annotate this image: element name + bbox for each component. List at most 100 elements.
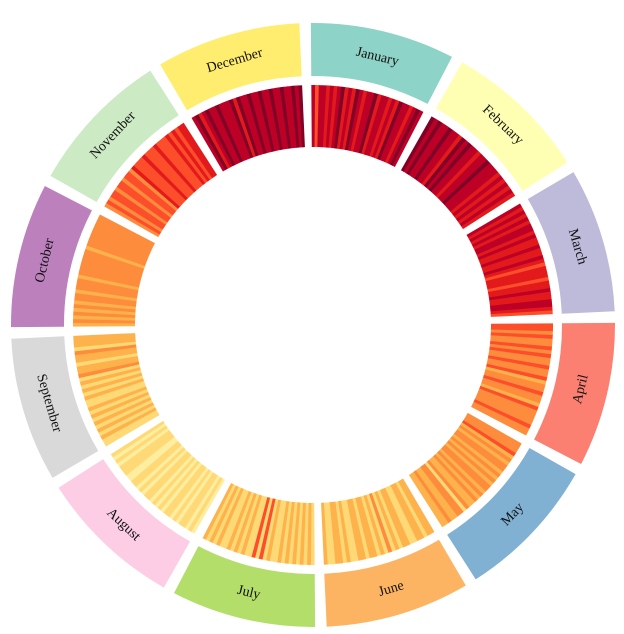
day-cell-december-20 bbox=[257, 90, 276, 152]
day-cell-june-8 bbox=[382, 487, 411, 547]
day-cell-april-20 bbox=[482, 377, 543, 401]
day-cell-october-24 bbox=[87, 237, 148, 264]
day-cell-june-28 bbox=[326, 502, 336, 565]
day-cell-april-10 bbox=[488, 349, 551, 363]
day-cell-february-3 bbox=[406, 120, 443, 176]
day-cell-november-26 bbox=[167, 131, 208, 184]
day-cell-may-30 bbox=[410, 471, 449, 526]
day-cell-april-16 bbox=[485, 366, 547, 386]
day-cell-january-13 bbox=[345, 88, 361, 151]
day-cell-may-1 bbox=[466, 412, 522, 448]
day-cell-march-18 bbox=[484, 262, 546, 282]
daily-heat-ring bbox=[73, 85, 553, 565]
day-cell-march-16 bbox=[483, 255, 544, 277]
day-cell-july-17 bbox=[250, 496, 271, 558]
day-cell-september-25 bbox=[74, 346, 137, 360]
day-cell-december-28 bbox=[287, 85, 298, 149]
day-cell-august-24 bbox=[125, 436, 177, 479]
day-cell-november-25 bbox=[164, 133, 206, 186]
day-cell-january-29 bbox=[387, 106, 418, 165]
day-cell-january-21 bbox=[366, 96, 390, 157]
day-cell-august-14 bbox=[151, 456, 196, 506]
day-cell-april-15 bbox=[485, 363, 548, 382]
day-cell-july-10 bbox=[276, 500, 290, 563]
day-cell-july-7 bbox=[287, 502, 298, 565]
month-label-july: July bbox=[236, 583, 262, 603]
day-cell-august-1 bbox=[190, 478, 226, 534]
day-cell-august-11 bbox=[159, 462, 203, 513]
day-cell-december-12 bbox=[228, 98, 254, 159]
day-cell-october-6 bbox=[73, 303, 136, 313]
day-cell-september-11 bbox=[87, 386, 147, 412]
month-segment-july bbox=[174, 546, 316, 627]
day-cell-october-20 bbox=[83, 252, 144, 275]
day-cell-february-15 bbox=[435, 150, 482, 199]
day-cell-november-27 bbox=[170, 128, 211, 182]
day-cell-february-9 bbox=[421, 134, 464, 187]
day-cell-june-18 bbox=[354, 497, 374, 559]
day-cell-may-24 bbox=[424, 461, 467, 513]
day-cell-march-25 bbox=[488, 287, 551, 301]
day-cell-december-31 bbox=[298, 85, 305, 148]
day-cell-march-5 bbox=[471, 216, 530, 248]
day-cell-october-16 bbox=[79, 266, 141, 285]
day-cell-november-3 bbox=[108, 195, 163, 233]
day-cell-march-9 bbox=[476, 230, 536, 258]
day-cell-december-24 bbox=[272, 87, 286, 150]
day-cell-july-27 bbox=[215, 487, 244, 547]
day-cell-may-27 bbox=[417, 467, 458, 520]
day-cell-april-14 bbox=[486, 360, 549, 378]
day-cell-june-9 bbox=[379, 488, 407, 548]
day-cell-february-10 bbox=[423, 137, 467, 188]
day-cell-january-9 bbox=[334, 86, 346, 149]
day-cell-june-14 bbox=[365, 493, 389, 555]
month-segment-april bbox=[534, 322, 615, 464]
day-cell-june-15 bbox=[363, 494, 385, 556]
day-cell-july-12 bbox=[269, 500, 284, 562]
day-cell-august-3 bbox=[184, 475, 221, 530]
month-segment-may bbox=[447, 447, 576, 580]
day-cell-november-21 bbox=[152, 143, 197, 193]
day-cell-september-26 bbox=[74, 344, 137, 356]
day-cell-may-20 bbox=[432, 454, 478, 503]
day-cell-october-12 bbox=[76, 281, 138, 296]
day-cell-september-17 bbox=[80, 369, 142, 390]
day-cell-september-21 bbox=[77, 358, 139, 375]
day-cell-december-26 bbox=[279, 86, 292, 149]
day-cell-june-23 bbox=[340, 500, 355, 563]
day-cell-april-6 bbox=[490, 338, 553, 348]
day-cell-december-11 bbox=[225, 100, 251, 160]
day-cell-november-11 bbox=[126, 170, 177, 214]
day-cell-november-5 bbox=[112, 189, 167, 228]
day-cell-october-10 bbox=[75, 288, 138, 302]
month-segment-november bbox=[50, 70, 179, 203]
day-cell-november-24 bbox=[161, 135, 204, 187]
day-cell-june-5 bbox=[389, 484, 421, 542]
day-cell-may-21 bbox=[430, 456, 476, 505]
month-segment-june bbox=[324, 539, 466, 627]
day-cell-february-8 bbox=[419, 132, 460, 185]
day-cell-november-8 bbox=[119, 180, 172, 221]
day-cell-november-30 bbox=[180, 122, 218, 177]
day-cell-march-27 bbox=[489, 295, 552, 307]
day-cell-september-3 bbox=[100, 407, 157, 440]
day-cell-may-15 bbox=[442, 444, 491, 490]
day-cell-october-26 bbox=[90, 230, 150, 259]
day-cell-april-12 bbox=[487, 355, 550, 371]
day-cell-september-19 bbox=[78, 363, 141, 382]
day-cell-march-23 bbox=[487, 280, 550, 296]
day-cell-december-30 bbox=[294, 85, 303, 148]
day-cell-december-9 bbox=[218, 102, 246, 162]
day-cell-may-17 bbox=[438, 448, 486, 495]
day-cell-august-9 bbox=[165, 465, 207, 518]
day-cell-october-13 bbox=[76, 277, 139, 293]
day-cell-december-7 bbox=[211, 105, 241, 164]
day-cell-july-13 bbox=[265, 499, 281, 562]
day-cell-january-6 bbox=[325, 85, 335, 148]
day-cell-september-18 bbox=[79, 366, 141, 386]
day-cell-october-7 bbox=[73, 299, 136, 310]
day-cell-october-2 bbox=[73, 318, 136, 324]
day-cell-june-20 bbox=[349, 498, 367, 560]
day-cell-august-4 bbox=[181, 473, 218, 528]
day-cell-june-24 bbox=[337, 500, 351, 563]
